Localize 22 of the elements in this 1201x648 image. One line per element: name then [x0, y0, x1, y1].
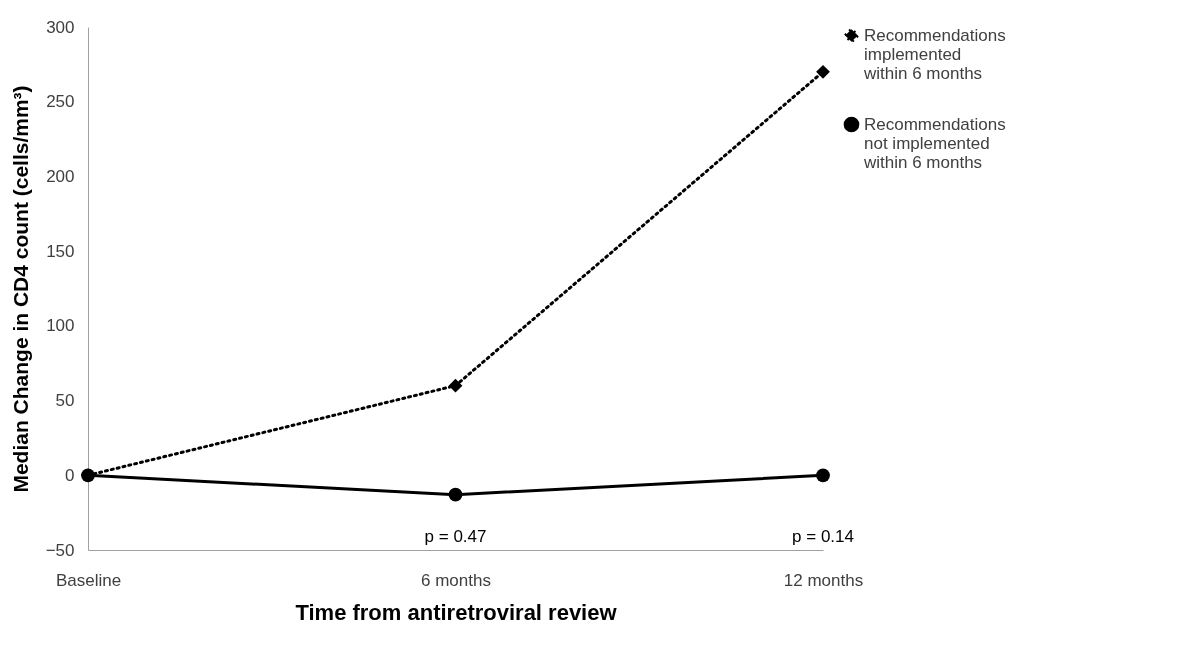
point: [816, 468, 830, 483]
x-tick-label: Baseline: [55, 570, 122, 590]
legend-label: Recommendations not implemented within 6 months: [863, 114, 1006, 172]
annotation: p = 0.47: [424, 527, 487, 546]
point: [448, 487, 463, 502]
point: [816, 64, 830, 79]
y-tick-label: 100: [46, 316, 75, 336]
x-tick-label: 6 months: [421, 570, 491, 590]
y-tick-label: 200: [46, 166, 75, 186]
y-tick-label: 250: [46, 92, 75, 112]
y-tick-label: 300: [46, 17, 75, 37]
y-axis-title: Median Change in CD4 count (cells/mm³): [8, 85, 32, 493]
y-tick-label: 50: [55, 391, 75, 411]
x-tick-label: 12 months: [783, 570, 864, 590]
legend-label: Recommendations implemented within 6 months: [863, 25, 1006, 83]
y-tick-label: 150: [46, 241, 75, 261]
point: [448, 378, 463, 393]
y-tick-label: −50: [45, 540, 75, 560]
point: [81, 468, 95, 483]
x-axis-title: Time from antiretroviral review: [295, 599, 618, 625]
y-tick-label: 0: [65, 465, 75, 485]
annotation: p = 0.14: [792, 527, 854, 546]
